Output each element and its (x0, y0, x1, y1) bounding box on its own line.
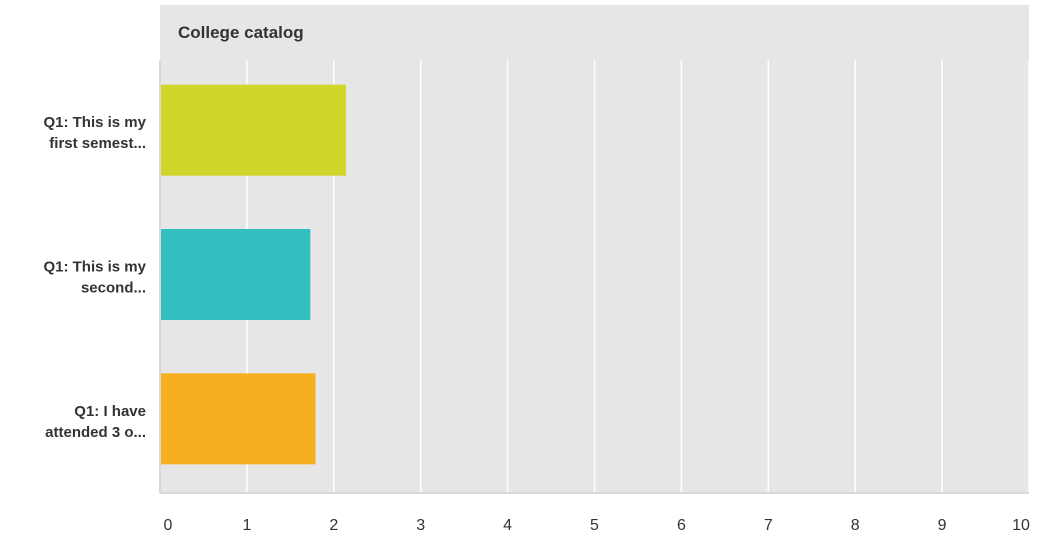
x-tick-label: 10 (1012, 517, 1030, 534)
bar (160, 229, 311, 320)
x-tick-label: 2 (329, 517, 338, 534)
x-tick-label: 9 (938, 517, 947, 534)
x-tick-label: 1 (242, 517, 251, 534)
y-category-label: Q1: This is my second... (43, 259, 146, 297)
chart-title: College catalog (160, 5, 1029, 60)
x-tick-label: 7 (764, 517, 773, 534)
x-tick-label: 5 (590, 517, 599, 534)
x-tick-label: 3 (416, 517, 425, 534)
y-category-label: Q1: I have attended 3 o... (45, 403, 146, 441)
x-tick-label: 0 (164, 517, 173, 534)
bar (160, 84, 346, 176)
bar (160, 373, 316, 465)
x-tick-label: 4 (503, 517, 512, 534)
x-tick-label: 8 (851, 517, 860, 534)
x-tick-label: 6 (677, 517, 686, 534)
y-category-label: Q1: This is my first semest... (43, 114, 146, 152)
